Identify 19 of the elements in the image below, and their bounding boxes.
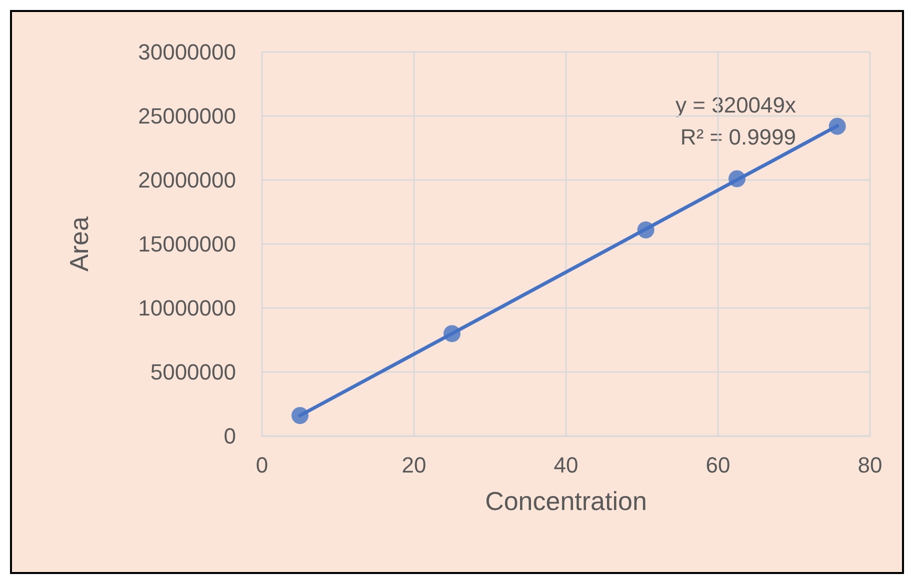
y-tick-label: 25000000 <box>138 104 236 128</box>
y-tick-label: 5000000 <box>150 360 236 384</box>
y-tick-label: 20000000 <box>138 168 236 192</box>
x-tick-label: 40 <box>554 452 578 478</box>
point <box>292 407 308 424</box>
y-tick-label: 30000000 <box>138 40 236 64</box>
x-axis-title: Concentration <box>485 486 647 516</box>
x-tick-label: 60 <box>706 452 730 478</box>
y-tick-label: 15000000 <box>138 232 236 256</box>
point <box>444 325 460 342</box>
point <box>637 221 654 238</box>
x-tick-label: 80 <box>858 452 882 478</box>
point <box>828 118 846 135</box>
point <box>728 170 746 188</box>
y-axis-title: Area <box>64 216 94 272</box>
x-tick-label: 0 <box>256 452 268 478</box>
x-tick-label: 20 <box>402 452 426 478</box>
y-tick-label: 0 <box>224 424 236 448</box>
y-tick-label: 10000000 <box>138 296 236 320</box>
